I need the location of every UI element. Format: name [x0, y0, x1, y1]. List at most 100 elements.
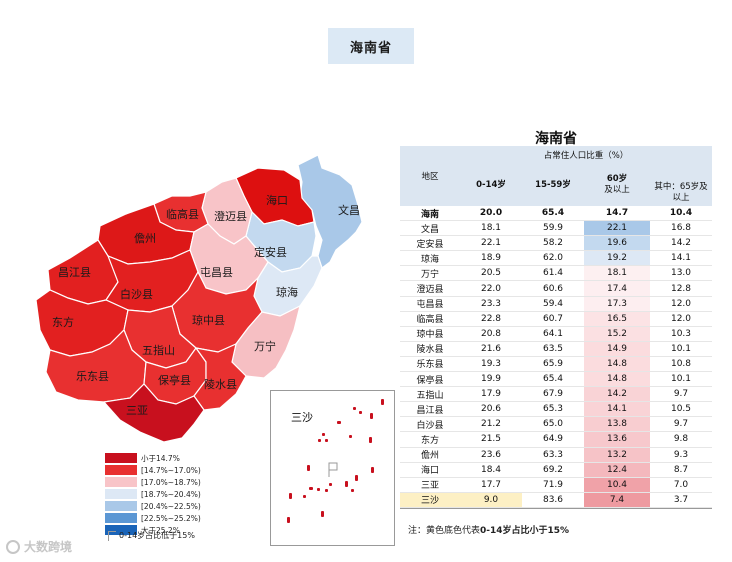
header-c3: 60岁 及以上 — [584, 174, 650, 196]
note-prefix: 注：黄色底色代表 — [408, 526, 481, 536]
cell-region: 万宁 — [420, 269, 439, 280]
cell-age-60-plus: 10.4 — [584, 477, 650, 492]
cell-age-60-plus: 18.1 — [584, 266, 650, 281]
cell-region: 澄迈县 — [416, 285, 444, 296]
flag-icon — [108, 530, 116, 541]
cell-age-15-59: 69.2 — [542, 464, 564, 475]
label-ledong: 乐东县 — [76, 370, 109, 383]
cell-age-0-14: 20.8 — [480, 328, 502, 339]
island-mark — [355, 475, 358, 481]
cell-age-65-plus: 9.8 — [673, 434, 689, 445]
cell-age-60-plus: 14.2 — [584, 387, 650, 402]
legend-label: [20.4%~22.5%) — [141, 501, 201, 511]
legend-item: 小于14.7% — [105, 452, 201, 464]
label-dingan: 定安县 — [254, 245, 287, 259]
label-haikou: 海口 — [266, 193, 288, 207]
cell-age-65-plus: 12.8 — [670, 283, 692, 294]
cell-age-65-plus: 10.4 — [669, 208, 693, 219]
cell-age-15-59: 64.9 — [542, 434, 564, 445]
legend-swatch — [105, 477, 137, 487]
cell-age-65-plus: 12.0 — [670, 298, 692, 309]
region-sanya[interactable] — [102, 383, 205, 443]
region-lingshui[interactable] — [193, 342, 247, 411]
table-row: 陵水县 21.6 63.5 14.9 10.1 — [400, 341, 712, 357]
cell-region: 琼中县 — [416, 330, 444, 341]
table-row: 五指山 17.9 67.9 14.2 9.7 — [400, 387, 712, 403]
cell-region: 海口 — [420, 466, 439, 477]
table-row: 澄迈县 22.0 60.6 17.4 12.8 — [400, 281, 712, 297]
cell-age-0-14: 20.0 — [479, 208, 503, 219]
legend-swatch — [105, 465, 137, 475]
cell-region: 文昌 — [420, 224, 439, 235]
cell-age-65-plus: 9.7 — [673, 389, 689, 400]
table-row: 保亭县 19.9 65.4 14.8 10.1 — [400, 372, 712, 388]
cell-age-15-59: 60.7 — [542, 313, 564, 324]
label-sanya: 三亚 — [126, 404, 148, 417]
island-mark — [349, 435, 352, 438]
inset-label: 三沙 — [291, 411, 313, 424]
cell-age-65-plus: 7.0 — [673, 479, 689, 490]
cell-region: 陵水县 — [416, 345, 444, 356]
table-row: 三亚 17.7 71.9 10.4 7.0 — [400, 477, 712, 493]
legend-item: [14.7%~17.0%) — [105, 464, 201, 476]
cell-region: 琼海 — [420, 254, 439, 265]
cell-age-15-59: 65.4 — [542, 374, 564, 385]
cell-age-65-plus: 10.3 — [670, 328, 692, 339]
sansha-islands — [287, 399, 384, 523]
cell-age-15-59: 65.0 — [542, 419, 564, 430]
cell-age-15-59: 83.6 — [542, 494, 564, 505]
label-lingao: 临高县 — [166, 207, 199, 221]
island-marks — [287, 399, 384, 523]
cell-age-65-plus: 12.0 — [670, 313, 692, 324]
header-c4a: 其中：65岁及 — [654, 182, 708, 192]
table-note: 注：黄色底色代表0-14岁占比小于15% — [408, 523, 569, 536]
cell-region: 白沙县 — [416, 420, 444, 431]
cell-age-0-14: 22.8 — [480, 313, 502, 324]
cell-region: 东方 — [420, 435, 439, 446]
legend-item: [22.5%~25.2%) — [105, 512, 201, 524]
cell-age-0-14: 19.9 — [480, 374, 502, 385]
label-wanning: 万宁 — [254, 339, 276, 353]
island-mark — [318, 439, 321, 442]
cell-age-60-plus: 13.2 — [584, 447, 650, 462]
header-c1: 0-14岁 — [476, 180, 506, 190]
table-row: 琼中县 20.8 64.1 15.2 10.3 — [400, 326, 712, 342]
label-danzhou: 儋州 — [134, 232, 156, 245]
sansha-inset: 三沙 — [270, 390, 395, 546]
table-row: 琼海 18.9 62.0 19.2 14.1 — [400, 251, 712, 267]
island-mark — [371, 467, 374, 473]
cell-age-15-59: 62.0 — [542, 253, 564, 264]
cell-age-60-plus: 16.5 — [584, 311, 650, 326]
island-mark — [307, 465, 310, 471]
cell-region: 屯昌县 — [416, 300, 444, 311]
cell-age-15-59: 63.5 — [542, 343, 564, 354]
cell-age-0-14: 18.4 — [480, 464, 502, 475]
island-mark — [369, 437, 372, 443]
cell-age-15-59: 67.9 — [542, 389, 564, 400]
cell-age-65-plus: 14.2 — [670, 238, 692, 249]
cell-age-60-plus: 14.1 — [584, 402, 650, 417]
note-bold: 0-14岁占比小于15% — [480, 526, 570, 536]
table-row: 定安县 22.1 58.2 19.6 14.2 — [400, 236, 712, 252]
cell-region: 五指山 — [416, 390, 444, 401]
cell-age-0-14: 17.7 — [480, 479, 502, 490]
cell-region: 保亭县 — [416, 375, 444, 386]
header-region: 地区 — [421, 172, 439, 182]
watermark: 大数跨境 — [6, 538, 72, 555]
legend-swatch — [105, 513, 137, 523]
legend-item: 大于25.2% — [105, 524, 201, 536]
table-row: 乐东县 19.3 65.9 14.8 10.8 — [400, 356, 712, 373]
cell-age-60-plus: 13.8 — [584, 417, 650, 432]
label-dongfang: 东方 — [52, 315, 74, 329]
legend-label: [22.5%~25.2%) — [141, 513, 201, 523]
legend-label: 小于14.7% — [141, 453, 180, 463]
cell-age-0-14: 17.9 — [480, 389, 502, 400]
data-table: 占常住人口比重（%） 地区 0-14岁 15-59岁 60岁 及以上 其中：65… — [400, 146, 712, 509]
cell-age-15-59: 61.4 — [542, 268, 564, 279]
watermark-logo-icon — [6, 539, 20, 554]
cell-age-65-plus: 13.0 — [670, 268, 692, 279]
header-c3b: 及以上 — [604, 185, 630, 195]
legend-label: [14.7%~17.0%) — [141, 465, 201, 475]
table-row: 屯昌县 23.3 59.4 17.3 12.0 — [400, 296, 712, 312]
